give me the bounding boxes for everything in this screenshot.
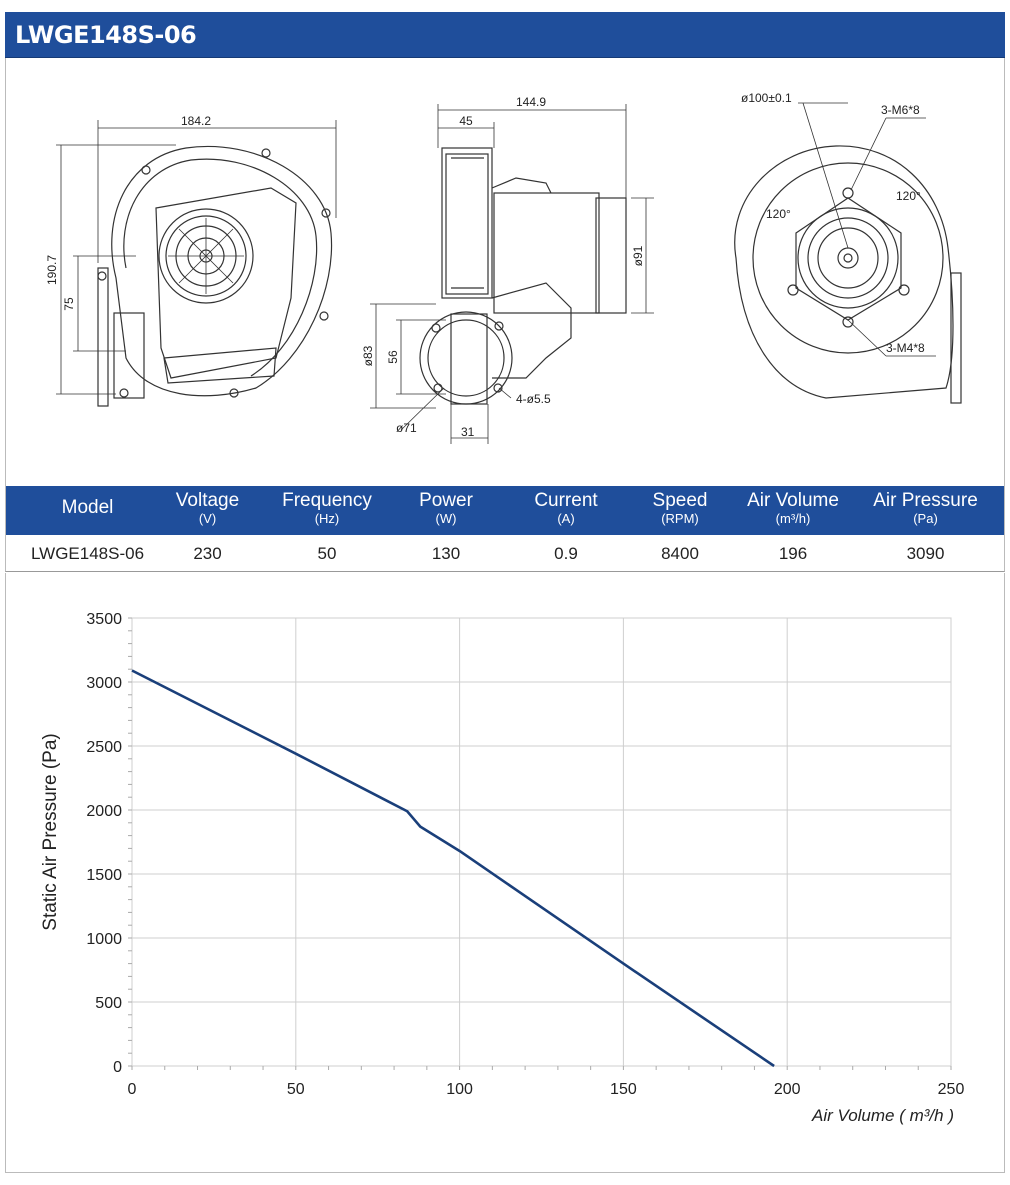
side-offset-label: 31 <box>461 425 475 439</box>
x-tick-label: 250 <box>938 1081 965 1098</box>
x-tick-label: 50 <box>287 1081 305 1098</box>
side-holes-label: 4-ø5.5 <box>516 392 551 406</box>
header-voltage: Voltage (V) <box>175 490 240 527</box>
technical-drawings: 184.2 190.7 75 144.9 45 ø91 ø83 56 ø71 3… <box>5 58 1005 486</box>
header-model: Model <box>61 497 114 518</box>
spec-table-row: LWGE148S-06 230 50 130 0.9 8400 196 3090 <box>6 535 1004 572</box>
front-outlet-label: 75 <box>62 297 76 311</box>
front-view-drawing <box>97 145 333 407</box>
x-tick-label: 100 <box>446 1081 473 1098</box>
x-tick-label: 200 <box>774 1081 801 1098</box>
side-outlet-dia-label: ø83 <box>361 345 375 366</box>
pq-curve-line <box>131 669 775 1068</box>
header-current: Current (A) <box>534 490 598 527</box>
x-tick-label: 150 <box>610 1081 637 1098</box>
header-air-pressure: Air Pressure (Pa) <box>873 490 978 527</box>
header-power: Power (W) <box>419 490 473 527</box>
dimension-drawings-svg: 184.2 190.7 75 144.9 45 ø91 ø83 56 ø71 3… <box>45 91 962 444</box>
spec-table-header: Model Voltage (V) Frequency (Hz) Power (… <box>6 486 1004 535</box>
cell-model: LWGE148S-06 <box>30 544 145 563</box>
rear-bolt-circle-label: ø100±0.1 <box>741 91 792 105</box>
y-tick-label: 500 <box>95 995 122 1012</box>
y-tick-label: 3500 <box>86 611 122 628</box>
y-tick-label: 2500 <box>86 739 122 756</box>
cell-air-pressure: 3090 <box>906 544 945 563</box>
rear-view-drawing <box>734 145 962 404</box>
header-air-volume: Air Volume (m³/h) <box>747 490 839 527</box>
header-speed: Speed (RPM) <box>652 490 708 527</box>
side-flange-dia-label: ø71 <box>396 421 417 435</box>
side-total-label: 144.9 <box>516 95 546 109</box>
rear-angle-b-label: 120° <box>896 189 921 203</box>
x-axis-label: Air Volume ( m³/h ) <box>811 1106 954 1125</box>
rear-screw-top-label: 3-M6*8 <box>881 103 920 117</box>
cell-speed: 8400 <box>661 544 699 563</box>
front-height-label: 190.7 <box>45 255 59 285</box>
cell-air-volume: 196 <box>778 544 808 563</box>
x-tick-label: 0 <box>128 1081 137 1098</box>
y-tick-label: 3000 <box>86 675 122 692</box>
header-frequency: Frequency (Hz) <box>282 490 372 527</box>
pq-curve-chart-svg: 0 500 1000 1500 2000 2500 3000 3500 0 50 100 150 200… <box>40 611 964 1125</box>
y-tick-label: 1000 <box>86 931 122 948</box>
front-width-label: 184.2 <box>181 114 211 128</box>
cell-frequency: 50 <box>317 544 337 563</box>
cell-current: 0.9 <box>554 544 578 563</box>
chart-tick-labels: 0 500 1000 1500 2000 2500 3000 3500 0 50 100 150 200… <box>86 611 964 1098</box>
spec-table: Model Voltage (V) Frequency (Hz) Power (… <box>5 486 1005 572</box>
y-tick-label: 0 <box>113 1059 122 1076</box>
performance-chart: 0 500 1000 1500 2000 2500 3000 3500 0 50 100 150 200… <box>5 573 1005 1173</box>
product-title-bar: LWGE148S-06 <box>5 12 1005 58</box>
side-outlet-height-label: 56 <box>386 350 400 364</box>
rear-screw-bottom-label: 3-M4*8 <box>886 341 925 355</box>
product-title: LWGE148S-06 <box>15 21 197 49</box>
chart-series <box>131 669 775 1068</box>
side-depth-label: 45 <box>459 114 473 128</box>
side-motor-dia-label: ø91 <box>631 245 645 266</box>
y-tick-label: 1500 <box>86 867 122 884</box>
cell-power: 130 <box>431 544 461 563</box>
rear-angle-a-label: 120° <box>766 207 791 221</box>
plot-frame <box>131 617 952 1067</box>
chart-minor-ticks <box>128 617 952 1070</box>
chart-grid <box>131 617 952 1067</box>
side-dimension-lines <box>370 104 654 444</box>
y-tick-label: 2000 <box>86 803 122 820</box>
cell-voltage: 230 <box>193 544 222 563</box>
front-dimension-lines <box>56 120 337 395</box>
y-axis-label: Static Air Pressure (Pa) <box>40 733 61 930</box>
side-view-drawing <box>419 147 627 405</box>
rear-dimension-lines <box>798 102 936 357</box>
